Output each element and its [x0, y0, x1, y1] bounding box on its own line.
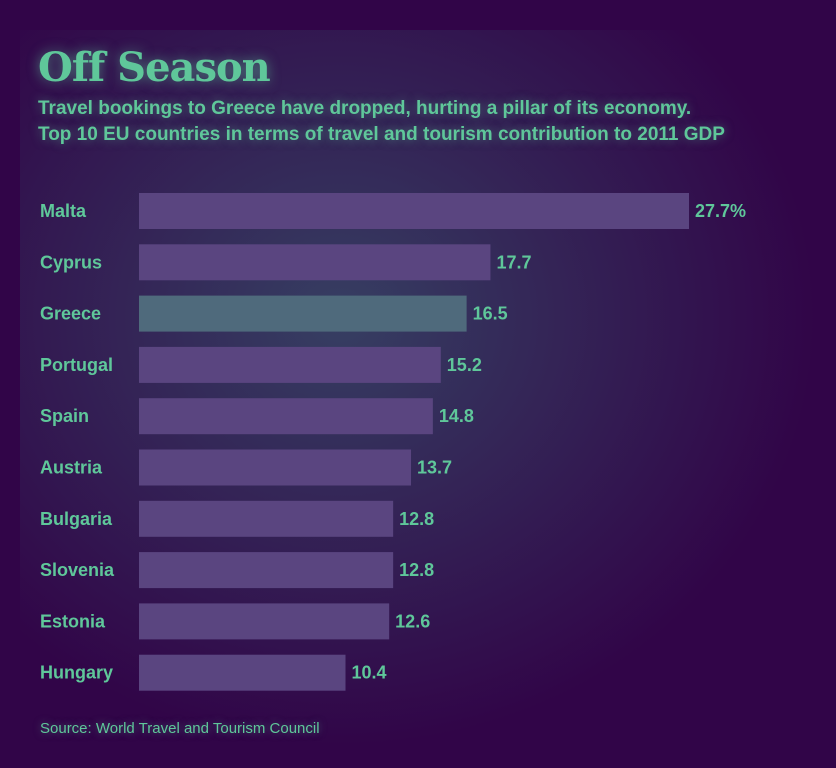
bar-greece	[139, 295, 467, 332]
bar-bulgaria	[139, 500, 394, 537]
bar-austria	[139, 449, 412, 486]
value-label: 12.8	[399, 560, 434, 580]
value-label: 17.7	[496, 252, 531, 272]
chart-header: Off Season Travel bookings to Greece hav…	[38, 44, 828, 148]
value-label: 13.7	[417, 458, 452, 478]
source-note: Source: World Travel and Tourism Council	[40, 720, 320, 737]
bar-malta	[139, 193, 689, 229]
subtitle-line-2: Top 10 EU countries in terms of travel a…	[38, 124, 725, 145]
bar-estonia	[139, 603, 390, 640]
category-label: Malta	[40, 201, 87, 221]
bar-slovenia	[139, 552, 394, 589]
chart-subtitle: Travel bookings to Greece have dropped, …	[38, 96, 828, 148]
category-label: Bulgaria	[40, 509, 113, 529]
value-label: 12.6	[395, 611, 430, 631]
category-label: Spain	[40, 406, 89, 426]
value-label: 12.8	[399, 509, 434, 529]
value-label: 10.4	[351, 663, 386, 683]
bar-cyprus	[139, 244, 491, 281]
value-label: 27.7%	[695, 201, 746, 221]
category-label: Greece	[40, 304, 101, 324]
category-label: Estonia	[40, 611, 106, 631]
value-label: 15.2	[447, 355, 482, 375]
category-label: Cyprus	[40, 252, 102, 272]
category-label: Hungary	[40, 663, 113, 683]
value-label: 14.8	[439, 406, 474, 426]
chart-title: Off Season	[38, 44, 271, 91]
bar-portugal	[139, 346, 441, 383]
bar-hungary	[139, 654, 346, 691]
subtitle-line-1: Travel bookings to Greece have dropped, …	[38, 98, 692, 119]
category-label: Austria	[40, 458, 103, 478]
bar-spain	[139, 398, 433, 435]
category-label: Slovenia	[40, 560, 115, 580]
category-label: Portugal	[40, 355, 113, 375]
value-label: 16.5	[473, 304, 508, 324]
